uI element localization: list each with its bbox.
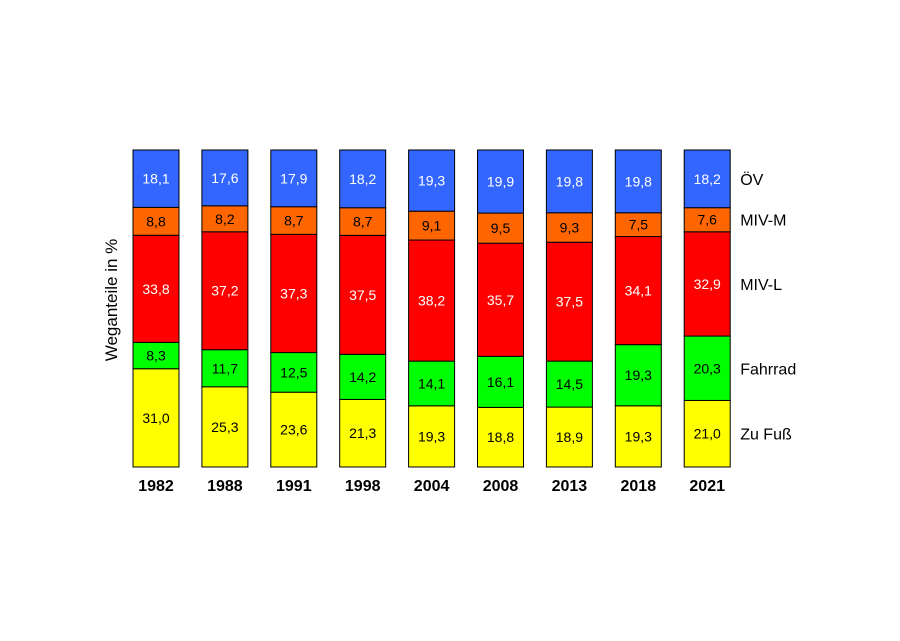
bar-segment-miv-m-2008 (477, 212, 524, 244)
bar-segment-fahrrad-2013 (545, 360, 593, 408)
legend-label-miv-l: MIV-L (740, 277, 782, 294)
data-label--v-1982: 18,1 (142, 171, 169, 187)
legend-label-fahrrad: Fahrrad (740, 361, 796, 378)
data-label-fahrrad-2008: 16,1 (487, 374, 514, 390)
data-label--v-2013: 19,8 (556, 173, 583, 189)
data-label-fahrrad-1988: 11,7 (212, 360, 238, 376)
data-label--v-2021: 18,2 (694, 171, 721, 187)
bar-segment-miv-l-1991 (270, 233, 318, 354)
bar-segment--v-2008 (477, 149, 524, 214)
data-label-zu-fuss-2008: 18,8 (487, 429, 514, 445)
data-label-miv-m-2018: 7,5 (629, 217, 649, 233)
data-label-zu-fuss-1991: 23,6 (280, 422, 307, 438)
bar-segment-zu-fuss-1988 (201, 386, 249, 468)
bar-segment-zu-fuss-1991 (270, 391, 318, 468)
bar-segment-miv-m-1998 (339, 207, 387, 236)
bar-segment-miv-m-2004 (408, 210, 456, 241)
data-label-zu-fuss-2021: 21,0 (694, 426, 721, 442)
data-label-fahrrad-1991: 12,5 (280, 364, 307, 380)
data-label-miv-l-2021: 32,9 (694, 276, 721, 292)
data-label-miv-m-1982: 8,8 (146, 213, 166, 229)
bar-segment--v-2004 (408, 149, 456, 212)
data-label-fahrrad-2013: 14,5 (556, 376, 583, 392)
data-label-fahrrad-1982: 8,3 (146, 348, 166, 364)
data-label-miv-l-1991: 37,3 (280, 285, 307, 301)
data-label-zu-fuss-2018: 19,3 (625, 428, 652, 444)
bar-segment-miv-l-2021 (683, 231, 731, 337)
x-tick-label-1982: 1982 (138, 478, 174, 495)
bar-segment-miv-l-2018 (614, 236, 662, 346)
bar-segment-fahrrad-2008 (477, 355, 524, 408)
data-label-fahrrad-2018: 19,3 (625, 367, 652, 383)
bar-segment-miv-l-1988 (201, 231, 249, 351)
x-tick-label-2008: 2008 (483, 478, 519, 495)
bar-segment-miv-m-2013 (545, 212, 593, 243)
x-tick-label-1988: 1988 (207, 478, 243, 495)
data-label--v-2008: 19,9 (487, 174, 514, 190)
legend-label--v: ÖV (740, 171, 763, 189)
x-tick-label-2004: 2004 (414, 478, 450, 495)
data-label-zu-fuss-1982: 31,0 (142, 410, 169, 426)
data-label-miv-l-1998: 37,5 (349, 287, 376, 303)
data-label-miv-l-2013: 37,5 (556, 294, 583, 310)
bar-segment-miv-m-1982 (132, 206, 180, 236)
data-label-fahrrad-2004: 14,1 (418, 375, 445, 391)
x-tick-label-2013: 2013 (552, 478, 588, 495)
data-label-zu-fuss-1998: 21,3 (349, 425, 376, 441)
bar-segment--v-2021 (683, 149, 731, 209)
bar-segment-zu-fuss-2021 (683, 399, 731, 468)
legend-label-zu-fuss: Zu Fuß (740, 427, 792, 444)
data-label-miv-m-1988: 8,2 (215, 211, 235, 227)
data-label-fahrrad-2021: 20,3 (694, 360, 721, 376)
bar-segment-zu-fuss-1982 (132, 368, 180, 468)
data-label-miv-l-1982: 33,8 (142, 281, 169, 297)
x-tick-label-2021: 2021 (689, 478, 725, 495)
bar-segment--v-1988 (201, 149, 249, 207)
data-label-miv-m-1998: 8,7 (353, 214, 373, 230)
bar-segment-miv-m-1988 (201, 205, 249, 233)
data-label-miv-m-2021: 7,6 (697, 212, 717, 228)
data-label--v-2018: 19,8 (625, 173, 652, 189)
data-label--v-1988: 17,6 (211, 170, 238, 186)
data-label-miv-l-2004: 38,2 (418, 293, 445, 309)
bar-segment-fahrrad-1991 (270, 352, 318, 393)
data-label-miv-l-2018: 34,1 (625, 283, 652, 299)
bar-segment--v-2018 (614, 149, 662, 214)
bar-segment-zu-fuss-2004 (408, 405, 456, 468)
data-label-miv-m-2008: 9,5 (491, 220, 511, 236)
legend-label-miv-m: MIV-M (740, 213, 786, 230)
y-axis-label: Weganteile in % (102, 239, 121, 362)
data-label-miv-l-2008: 35,7 (487, 292, 514, 308)
bar-segment-zu-fuss-1998 (339, 398, 387, 468)
bar-segment-fahrrad-1988 (201, 349, 249, 388)
bar-segment--v-1982 (132, 149, 180, 208)
data-label-zu-fuss-2004: 19,3 (418, 428, 445, 444)
data-label--v-2004: 19,3 (418, 173, 445, 189)
data-label--v-1991: 17,9 (280, 170, 307, 186)
x-tick-label-1998: 1998 (345, 478, 381, 495)
data-label-miv-m-1991: 8,7 (284, 213, 304, 229)
data-label-miv-m-2013: 9,3 (560, 220, 580, 236)
data-label-fahrrad-1998: 14,2 (349, 369, 376, 385)
bar-segment--v-2013 (545, 149, 593, 214)
x-tick-label-2018: 2018 (621, 478, 657, 495)
bar-segment--v-1991 (270, 149, 318, 208)
data-label-miv-l-1988: 37,2 (211, 283, 238, 299)
bar-segment-miv-l-2004 (408, 239, 456, 362)
bar-segment-zu-fuss-2018 (614, 405, 662, 468)
x-tick-label-1991: 1991 (276, 478, 312, 495)
bar-segment-fahrrad-1982 (132, 341, 180, 370)
bar-segment-zu-fuss-2008 (477, 406, 524, 468)
data-label-zu-fuss-2013: 18,9 (556, 429, 583, 445)
bar-segment-fahrrad-1998 (339, 353, 387, 400)
data-label--v-1998: 18,2 (349, 171, 376, 187)
data-label-miv-m-2004: 9,1 (422, 218, 442, 234)
bar-segment-miv-l-1998 (339, 234, 387, 355)
data-label-zu-fuss-1988: 25,3 (211, 419, 238, 435)
bar-segment-miv-l-2008 (477, 242, 524, 357)
bar-segment-miv-m-2021 (683, 207, 731, 233)
bar-segment--v-1998 (339, 149, 387, 209)
